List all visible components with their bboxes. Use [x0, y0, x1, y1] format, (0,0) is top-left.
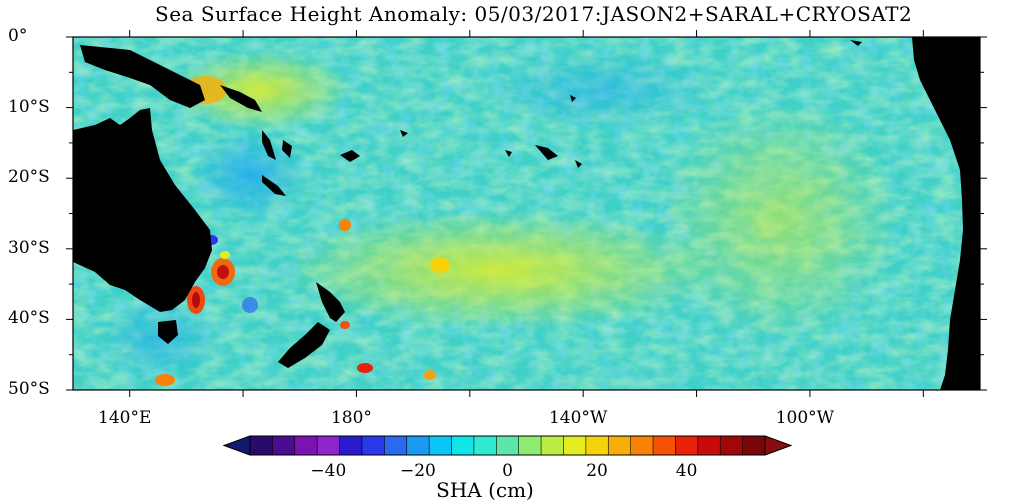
colorbar-swatch: [563, 436, 587, 455]
lon-label: 180°: [330, 408, 372, 428]
colorbar-swatch: [541, 436, 564, 455]
colorbar-swatch: [675, 436, 699, 455]
colorbar-tick-label: −20: [399, 461, 436, 481]
map-field: [73, 37, 980, 390]
colorbar-tick-label: 40: [675, 461, 698, 481]
lon-label: 100°W: [775, 408, 835, 428]
colorbar-over-arrow: [764, 435, 793, 456]
colorbar-swatch: [697, 436, 721, 455]
colorbar-swatch: [406, 436, 430, 455]
landmass: [73, 37, 980, 390]
colorbar-swatch: [317, 436, 341, 455]
colorbar-swatch: [250, 436, 273, 455]
colorbar-swatch: [653, 436, 676, 455]
lat-label: 20°S: [8, 167, 50, 188]
colorbar-swatch: [339, 436, 363, 455]
colorbar-under-arrow: [222, 435, 251, 456]
lat-label: 10°S: [8, 96, 50, 117]
colorbar-title: SHA (cm): [436, 478, 534, 502]
colorbar-swatch: [294, 436, 318, 455]
colorbar-swatch: [361, 436, 385, 455]
lon-label: 140°E: [98, 408, 152, 428]
colorbar-tick-label: −40: [310, 461, 347, 481]
axis-ticks: [66, 30, 987, 397]
colorbar-swatch: [585, 436, 609, 455]
colorbar-swatch: [272, 436, 296, 455]
lat-label: 30°S: [8, 237, 50, 258]
colorbar-tick-label: 20: [586, 461, 608, 481]
colorbar-swatch: [742, 436, 766, 455]
colorbar-swatch: [473, 436, 497, 455]
colorbar-tick-label: 0: [502, 461, 513, 481]
colorbar-swatch: [384, 436, 408, 455]
map-title: Sea Surface Height Anomaly: 05/03/2017:J…: [155, 2, 913, 26]
colorbar-swatch: [630, 436, 654, 455]
lon-label: 140°W: [548, 408, 608, 428]
colorbar-swatch: [720, 436, 744, 455]
lat-label: 0°: [8, 26, 28, 46]
colorbar-swatch: [451, 436, 475, 455]
lat-label: 50°S: [8, 379, 50, 399]
colorbar-swatch: [429, 436, 453, 455]
lat-label: 40°S: [8, 308, 50, 329]
colorbar-swatch: [608, 436, 632, 455]
colorbar-swatch: [518, 436, 542, 455]
colorbar-swatch: [496, 436, 520, 455]
colorbar: [222, 435, 793, 456]
